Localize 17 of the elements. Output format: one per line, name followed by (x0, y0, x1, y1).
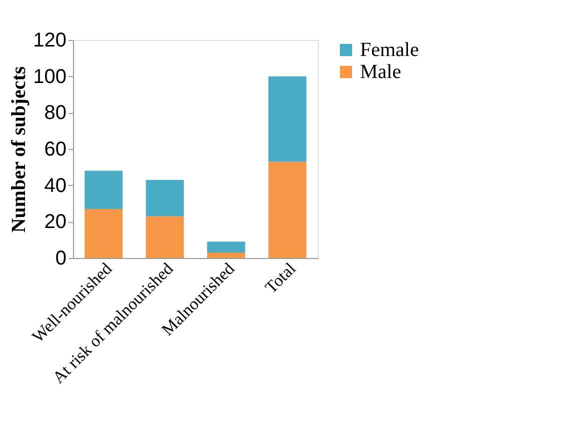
y-tick-label: 60 (44, 138, 66, 160)
bar (268, 162, 306, 258)
y-axis-title: Number of subjects (8, 66, 30, 233)
bar (207, 252, 246, 258)
legend-label: Female (360, 39, 419, 61)
bar (84, 208, 123, 258)
y-tick-label: 80 (44, 102, 66, 124)
legend-label: Male (360, 61, 402, 83)
bar (207, 242, 246, 253)
bar (84, 170, 123, 209)
y-tick-label: 120 (33, 30, 66, 52)
y-tick-label: 40 (44, 174, 66, 197)
bar (146, 180, 184, 216)
y-tick-label: 100 (33, 66, 66, 88)
bar (146, 216, 184, 258)
bar (268, 76, 306, 162)
y-tick-label: 20 (44, 211, 66, 234)
